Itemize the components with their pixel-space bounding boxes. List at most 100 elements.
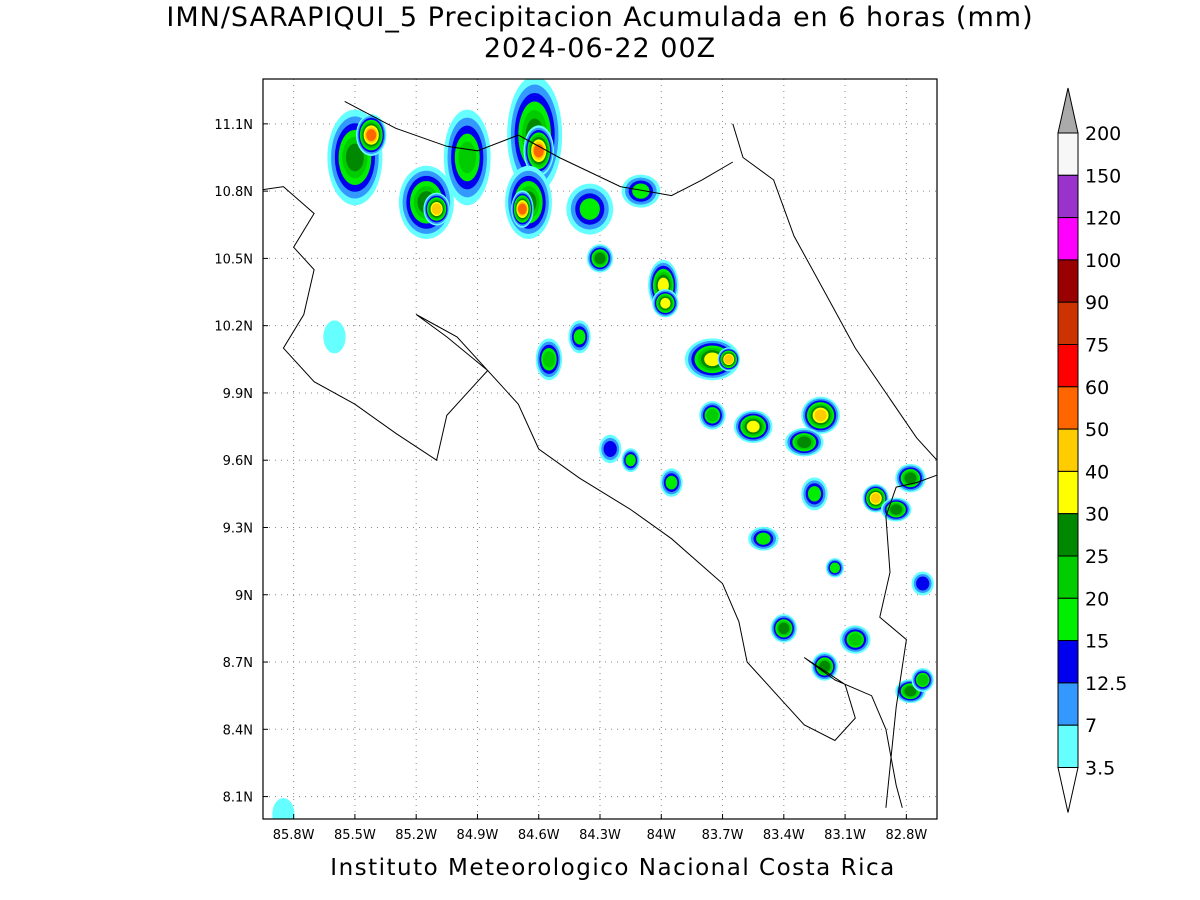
colorbar-swatch: [1057, 217, 1079, 261]
footer-credit: Instituto Meteorologico Nacional Costa R…: [330, 855, 896, 881]
colorbar-label: 12.5: [1085, 673, 1127, 695]
precip-cell: [625, 454, 636, 467]
lat-tick-label: 9.9N: [223, 387, 253, 402]
colorbar-swatch: [1057, 428, 1079, 472]
precipitation-field: [272, 79, 934, 819]
lat-tick-label: 9N: [235, 589, 253, 604]
colorbar-label: 60: [1085, 377, 1109, 399]
colorbar-label: 150: [1085, 165, 1121, 187]
colorbar-swatch: [1057, 555, 1079, 599]
precip-cell: [518, 203, 527, 215]
colorbar-label: 20: [1085, 588, 1109, 610]
precip-cell: [665, 475, 678, 490]
precip-cell: [848, 633, 862, 646]
colorbar-label: 40: [1085, 461, 1109, 483]
latitude-ticks: 11.1N 10.8N 10.5N 10.2N 9.9N 9.6N 9.3N 9N 8.7N 8.…: [214, 118, 268, 806]
colorbar-label: 7: [1085, 715, 1097, 737]
precip-cell: [345, 143, 364, 172]
lat-tick-label: 9.6N: [223, 454, 253, 469]
panama-border: [879, 474, 937, 808]
colorbar-swatch: [1057, 513, 1079, 557]
lon-tick-label: 84W: [647, 828, 677, 843]
lon-tick-label: 84.9W: [457, 828, 499, 843]
colorbar-swatch: [1057, 259, 1079, 303]
precip-cell: [807, 486, 822, 502]
precip-cell: [704, 352, 721, 367]
colorbar-swatch: [1057, 386, 1079, 430]
precip-cell: [366, 129, 377, 142]
colorbar-swatch: [1057, 174, 1079, 219]
lon-tick-label: 83.4W: [763, 828, 805, 843]
colorbar-swatch: [1057, 132, 1079, 176]
lat-tick-label: 10.2N: [214, 320, 253, 335]
precip-cell: [660, 297, 671, 309]
colorbar-swatch: [1057, 301, 1079, 346]
map-date: 2024-06-22 00Z: [483, 33, 717, 64]
lon-tick-label: 83.1W: [824, 828, 866, 843]
colorbar-swatch: [1057, 344, 1079, 388]
longitude-ticks: 85.8W 85.5W 85.2W 84.9W 84.6W 84.3W 84W 83.7W 83…: [273, 814, 927, 843]
precip-cell: [573, 329, 586, 345]
lon-tick-label: 83.7W: [702, 828, 744, 843]
precip-cell: [603, 441, 617, 457]
lat-tick-label: 10.8N: [214, 185, 253, 200]
nicaragua-border: [344, 100, 734, 197]
colorbar-label: 75: [1085, 335, 1109, 357]
lon-tick-label: 82.8W: [885, 828, 927, 843]
lon-tick-label: 84.6W: [518, 828, 560, 843]
colorbar-label: 3.5: [1085, 758, 1115, 780]
precip-cell: [890, 504, 903, 515]
precip-cell: [579, 198, 600, 220]
precip-cell: [431, 203, 442, 215]
colorbar-swatch: [1057, 470, 1079, 515]
colorbar-label: 200: [1085, 123, 1121, 145]
lon-tick-label: 85.8W: [273, 828, 315, 843]
precip-cell: [724, 354, 734, 364]
colorbar-bottom-arrow: [1057, 767, 1079, 813]
precip-cell: [797, 436, 812, 448]
precip-cell: [916, 576, 930, 591]
precip-cell: [746, 420, 760, 433]
precip-cell: [632, 183, 650, 199]
precip-cell: [814, 409, 827, 422]
colorbar-swatch: [1057, 640, 1079, 684]
precip-cell: [706, 409, 719, 422]
colorbar-label: 90: [1085, 292, 1109, 314]
precip-cell: [594, 252, 606, 265]
map-title: IMN/SARAPIQUI_5 Precipitacion Acumulada …: [166, 2, 1034, 33]
lat-tick-label: 10.5N: [214, 252, 253, 267]
colorbar-label: 50: [1085, 419, 1109, 441]
caribbean-coastline: [732, 123, 937, 461]
precip-cell: [870, 493, 881, 504]
precip-cell: [904, 686, 917, 697]
lat-tick-label: 9.3N: [223, 521, 253, 536]
lon-tick-label: 85.5W: [334, 828, 376, 843]
coastlines: [263, 100, 937, 808]
precip-cell: [458, 141, 477, 174]
precip-cell: [904, 472, 917, 484]
precip-cell: [272, 798, 295, 819]
precip-cell: [543, 351, 555, 368]
colorbar-top-arrow: [1057, 87, 1079, 134]
colorbar-label: 15: [1085, 631, 1109, 653]
colorbar-label: 100: [1085, 250, 1121, 272]
colorbar-label: 25: [1085, 546, 1109, 568]
precip-cell: [778, 622, 790, 635]
precip-cell: [917, 674, 929, 686]
lat-tick-label: 8.1N: [223, 791, 253, 806]
lon-tick-label: 84.3W: [579, 828, 621, 843]
colorbar-legend: 200 150 120 100 90 75 60 50 40 30 25 20 15 12.5 7 3.5: [1057, 87, 1127, 813]
pacific-coastline: [263, 186, 903, 808]
precip-cell: [829, 562, 841, 574]
precip-cell: [756, 532, 771, 545]
precip-cell: [323, 320, 346, 354]
lat-tick-label: 8.4N: [223, 723, 253, 738]
colorbar-swatch: [1057, 682, 1079, 726]
colorbar-swatch: [1057, 724, 1079, 769]
lon-tick-label: 85.2W: [395, 828, 437, 843]
lat-tick-label: 8.7N: [223, 656, 253, 671]
colorbar-label: 30: [1085, 504, 1109, 526]
colorbar-label: 120: [1085, 208, 1121, 230]
colorbar-swatch: [1057, 597, 1079, 642]
